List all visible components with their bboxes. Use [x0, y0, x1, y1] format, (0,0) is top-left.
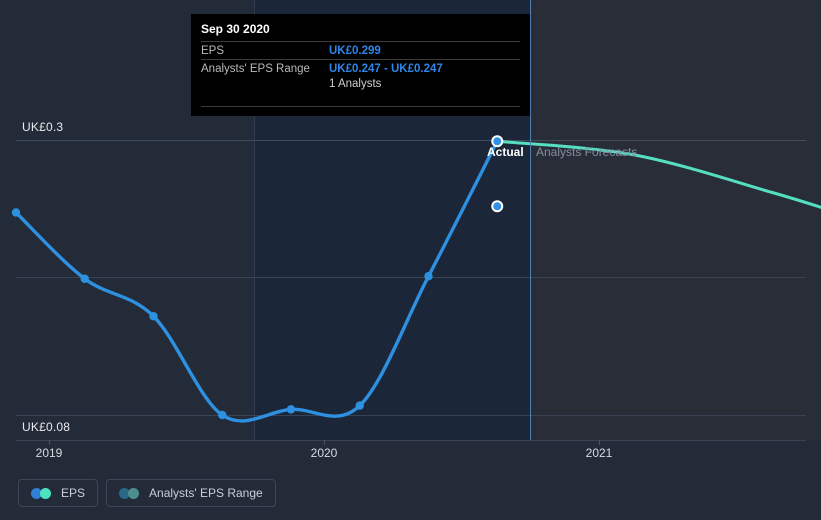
- legend-label-analysts-range: Analysts' EPS Range: [149, 486, 263, 500]
- y-axis-label-bottom: UK£0.08: [22, 420, 71, 434]
- data-point-marker[interactable]: [424, 272, 433, 281]
- tooltip-value-analysts-range: UK£0.247 - UK£0.247: [329, 63, 443, 75]
- hover-tooltip: Sep 30 2020 EPS UK£0.299 Analysts' EPS R…: [191, 14, 530, 116]
- tooltip-label-analysts-range: Analysts' EPS Range: [201, 63, 310, 75]
- gridline-middle: [16, 277, 806, 278]
- gridline-top: [16, 140, 806, 141]
- analysts-forecast-line: [495, 139, 821, 209]
- plot-band-forecast: [530, 0, 821, 440]
- data-point-marker[interactable]: [11, 208, 21, 217]
- legend-item-eps[interactable]: EPS: [18, 479, 99, 507]
- x-axis-label-2020: 2020: [310, 446, 338, 460]
- data-point-marker[interactable]: [355, 401, 364, 410]
- series-plot-area: [11, 135, 821, 423]
- forecast-region-label: Analysts Forecasts: [536, 145, 638, 159]
- data-point-marker[interactable]: [149, 312, 158, 321]
- data-point-marker[interactable]: [80, 274, 89, 283]
- tooltip-row-eps: EPS UK£0.299: [201, 41, 520, 59]
- x-tick-2019: [49, 440, 50, 445]
- eps-data-point-markers: [11, 208, 433, 420]
- tooltip-title: Sep 30 2020: [201, 22, 270, 36]
- legend-item-analysts-range[interactable]: Analysts' EPS Range: [106, 479, 276, 507]
- gridline-bottom: [16, 415, 806, 416]
- tooltip-row-analysts-range: Analysts' EPS Range UK£0.247 - UK£0.247 …: [201, 59, 520, 92]
- legend-label-eps: EPS: [61, 486, 86, 500]
- actual-region-label: Actual: [487, 145, 524, 159]
- tooltip-value-eps: UK£0.299: [329, 45, 381, 57]
- highlighted-data-points: [491, 135, 504, 213]
- x-axis-label-2021: 2021: [585, 446, 613, 460]
- y-axis-label-top: UK£0.3: [22, 120, 64, 134]
- legend-swatch-analysts-range-icon: [119, 487, 141, 499]
- data-point-marker[interactable]: [286, 405, 296, 414]
- x-tick-2020: [324, 440, 325, 445]
- tooltip-divider: [201, 106, 520, 107]
- x-axis-line: [16, 440, 806, 441]
- chart-legend: EPS Analysts' EPS Range: [18, 479, 276, 507]
- highlighted-data-point[interactable]: [491, 200, 504, 213]
- data-point-marker[interactable]: [218, 410, 227, 420]
- x-tick-2021: [599, 440, 600, 445]
- x-axis-label-2019: 2019: [35, 446, 63, 460]
- highlighted-data-point[interactable]: [491, 135, 504, 148]
- legend-swatch-eps-icon: [31, 487, 53, 499]
- tooltip-analysts-count: 1 Analysts: [329, 78, 382, 90]
- tooltip-label-eps: EPS: [201, 45, 225, 57]
- plot-band-edge-left: [254, 0, 255, 440]
- hover-cursor-line: [530, 0, 531, 440]
